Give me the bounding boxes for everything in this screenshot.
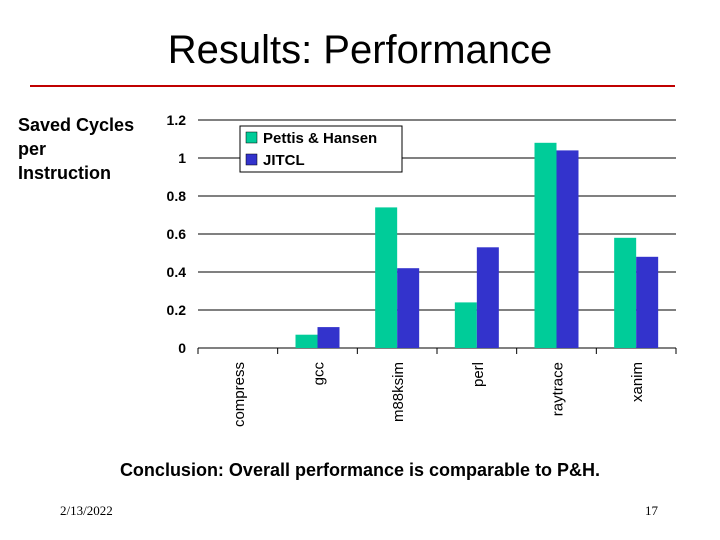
bar-pettis-hansen-perl: [454, 302, 477, 348]
legend-label-1: JITCL: [263, 152, 305, 169]
legend: Pettis & Hansen JITCL: [239, 125, 403, 173]
legend-swatch-0: [245, 131, 258, 144]
x-tick-label-xanim: xanim: [629, 362, 646, 402]
x-tick-label-compress: compress: [231, 362, 248, 427]
y-tick-label-5: 1: [178, 150, 186, 166]
x-tick-label-m88ksim: m88ksim: [390, 362, 407, 422]
bar-jitcl-m88ksim: [397, 268, 420, 348]
legend-swatch-1: [245, 153, 258, 166]
y-tick-label-6: 1.2: [167, 112, 187, 128]
bar-jitcl-gcc: [317, 327, 340, 348]
y-tick-label-0: 0: [178, 340, 186, 356]
y-tick-label-4: 0.8: [167, 188, 187, 204]
bar-pettis-hansen-gcc: [295, 334, 318, 348]
y-axis-label: Saved Cycles per Instruction: [18, 115, 135, 183]
bar-jitcl-perl: [476, 247, 499, 348]
slide-number: 17: [645, 503, 658, 518]
title-divider: [30, 85, 675, 87]
slide-date: 2/13/2022: [60, 503, 113, 518]
x-tick-label-gcc: gcc: [311, 362, 328, 386]
y-tick-labels: 0 0.2 0.4 0.6 0.8 1 1.2: [167, 112, 187, 356]
legend-box: [239, 125, 403, 173]
y-tick-label-3: 0.6: [167, 226, 187, 242]
x-tick-labels: compress gcc m88ksim perl raytrace xanim: [231, 362, 646, 428]
bar-jitcl-xanim: [636, 256, 659, 348]
bar-pettis-hansen-raytrace: [534, 142, 557, 348]
bar-pettis-hansen-xanim: [614, 237, 637, 348]
bar-chart: 0 0.2 0.4 0.6 0.8 1 1.2 compress gcc m88ksim perl…: [167, 112, 677, 428]
slide-title: Results: Performance: [167, 28, 553, 72]
legend-label-0: Pettis & Hansen: [263, 130, 377, 147]
bar-jitcl-raytrace: [556, 150, 579, 348]
x-tick-label-raytrace: raytrace: [550, 362, 567, 416]
bar-pettis-hansen-m88ksim: [375, 207, 398, 348]
y-tick-label-1: 0.2: [167, 302, 187, 318]
y-tick-label-2: 0.4: [167, 264, 187, 280]
conclusion-text: Conclusion: Overall performance is compa…: [119, 460, 601, 480]
x-tick-label-perl: perl: [470, 362, 487, 387]
bars: [295, 142, 659, 348]
